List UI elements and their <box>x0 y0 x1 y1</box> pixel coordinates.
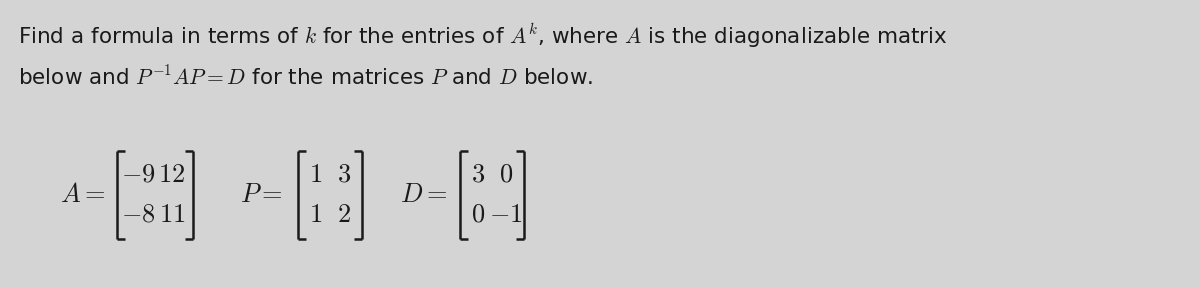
Text: $12$: $12$ <box>158 162 186 188</box>
Text: below and $P^{-1}AP=D$ for the matrices $P$ and $D$ below.: below and $P^{-1}AP=D$ for the matrices … <box>18 65 593 89</box>
Text: $11$: $11$ <box>158 202 185 228</box>
Text: $2$: $2$ <box>337 202 350 228</box>
Text: Find a formula in terms of $k$ for the entries of $A^k$, where $A$ is the diagon: Find a formula in terms of $k$ for the e… <box>18 22 948 50</box>
Text: $-9$: $-9$ <box>121 162 155 188</box>
Text: $1$: $1$ <box>310 202 323 228</box>
Text: $0$: $0$ <box>499 162 514 188</box>
Text: $P=$: $P=$ <box>240 182 283 208</box>
Text: $1$: $1$ <box>310 162 323 188</box>
Text: $-1$: $-1$ <box>490 202 523 228</box>
Text: $D=$: $D=$ <box>400 182 448 208</box>
Text: $3$: $3$ <box>337 162 352 188</box>
Text: $A=$: $A=$ <box>60 182 106 208</box>
Text: $-8$: $-8$ <box>121 202 155 228</box>
Text: $0$: $0$ <box>470 202 485 228</box>
Text: $3$: $3$ <box>470 162 485 188</box>
